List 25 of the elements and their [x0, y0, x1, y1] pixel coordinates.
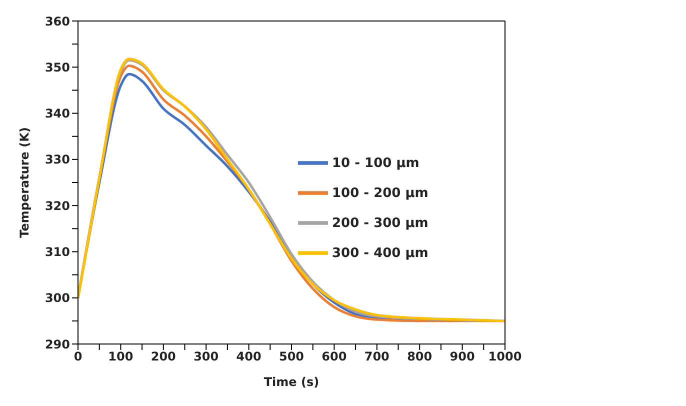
- legend-label: 100 - 200 µm: [332, 186, 428, 202]
- y-tick-label: 300: [44, 291, 70, 306]
- y-tick-label: 360: [44, 14, 70, 28]
- y-tick-label: 340: [44, 106, 70, 121]
- x-tick-label: 200: [150, 350, 176, 364]
- y-tick-label: 310: [44, 244, 70, 259]
- x-tick-label: 400: [236, 350, 262, 364]
- legend-label: 300 - 400 µm: [332, 246, 428, 262]
- x-tick-label: 1000: [488, 350, 522, 364]
- y-tick-label: 330: [44, 152, 70, 167]
- x-tick-label: 800: [407, 350, 432, 364]
- y-axis-title: Temperature (K): [17, 127, 32, 238]
- legend-label: 200 - 300 µm: [332, 216, 428, 232]
- y-tick-label: 290: [44, 337, 70, 352]
- x-tick-label: 900: [450, 350, 475, 364]
- y-tick-label: 350: [44, 60, 70, 74]
- x-tick-label: 700: [364, 350, 390, 364]
- legend-label: 10 - 100 µm: [332, 156, 420, 172]
- x-tick-label: 300: [194, 350, 219, 364]
- x-tick-label: 0: [74, 350, 82, 364]
- x-tick-label: 500: [278, 350, 304, 364]
- x-axis-title: Time (s): [264, 375, 320, 389]
- x-tick-label: 600: [322, 350, 347, 364]
- y-tick-label: 320: [44, 198, 70, 213]
- x-tick-label: 100: [108, 350, 134, 364]
